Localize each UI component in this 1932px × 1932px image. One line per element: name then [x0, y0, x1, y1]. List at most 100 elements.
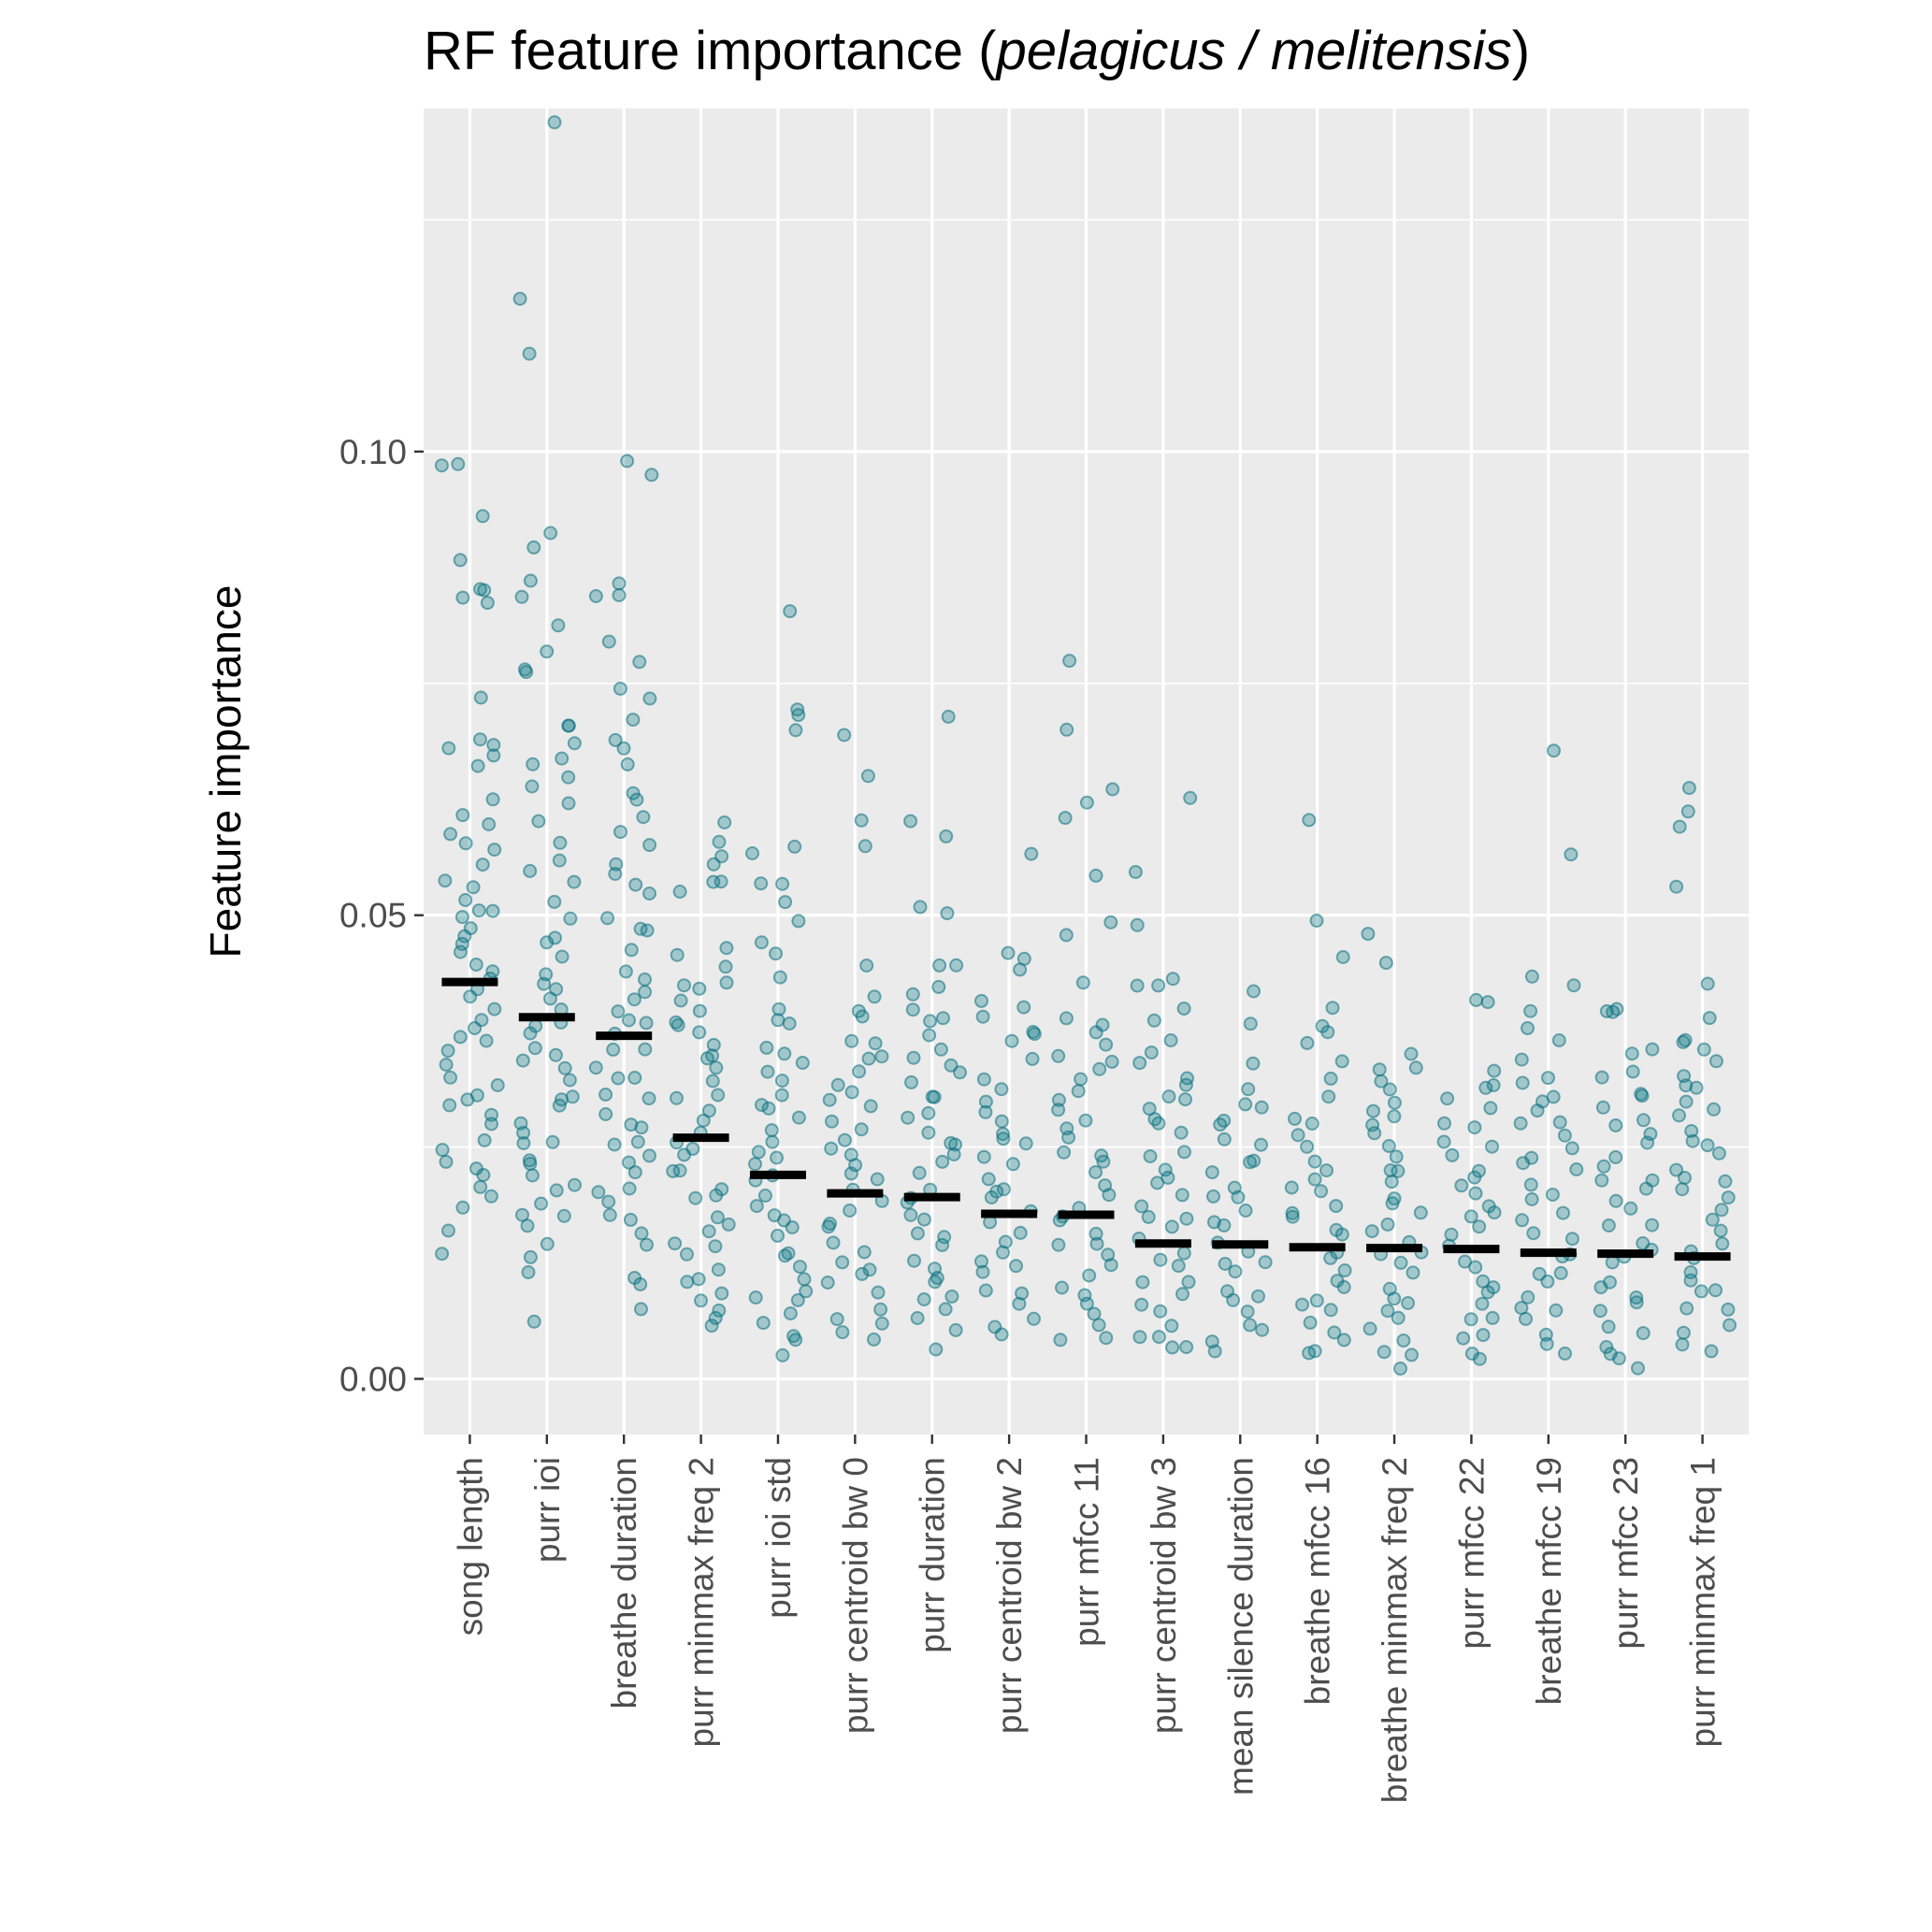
- data-point: [1566, 1142, 1579, 1154]
- data-point: [635, 1121, 647, 1133]
- data-point: [635, 1303, 647, 1315]
- data-point: [1252, 1290, 1264, 1303]
- data-point: [1029, 1028, 1041, 1040]
- data-point: [670, 1092, 683, 1104]
- data-point: [1570, 1163, 1582, 1175]
- chart-title: RF feature importance (pelagicus / melit…: [424, 21, 1530, 81]
- x-tick-label: song length: [451, 1457, 489, 1636]
- data-point: [904, 815, 916, 828]
- data-point: [1704, 1012, 1716, 1024]
- data-point: [1525, 1178, 1537, 1190]
- data-point: [1478, 1329, 1490, 1341]
- data-point: [1106, 784, 1118, 796]
- data-point: [1311, 1294, 1323, 1306]
- data-point: [1180, 1213, 1192, 1225]
- data-point: [826, 1116, 838, 1128]
- data-point: [794, 1261, 806, 1273]
- data-point: [1710, 1055, 1723, 1067]
- data-point: [1309, 1156, 1321, 1168]
- data-point: [1410, 1061, 1422, 1074]
- x-tick-label: breathe duration: [605, 1457, 643, 1709]
- data-point: [549, 116, 561, 128]
- data-point: [1296, 1299, 1308, 1311]
- data-point: [1407, 1266, 1420, 1278]
- data-point: [1178, 1247, 1190, 1260]
- data-point: [1218, 1219, 1230, 1232]
- data-point: [477, 1169, 489, 1181]
- x-tick-label: purr mfcc 23: [1607, 1457, 1645, 1650]
- data-point: [1603, 1219, 1615, 1232]
- data-point: [1336, 1229, 1348, 1241]
- data-point: [437, 1144, 449, 1156]
- data-point: [823, 1220, 835, 1233]
- data-point: [1568, 979, 1580, 991]
- data-point: [1596, 1072, 1608, 1084]
- data-point: [870, 1037, 882, 1049]
- data-point: [532, 815, 544, 828]
- data-point: [930, 1344, 942, 1356]
- data-point: [636, 1227, 648, 1239]
- data-point: [706, 1319, 718, 1332]
- data-point: [979, 1106, 991, 1118]
- data-point: [757, 1317, 770, 1329]
- data-point: [628, 1072, 641, 1084]
- data-point: [838, 729, 850, 742]
- data-point: [442, 743, 454, 755]
- data-point: [1366, 1225, 1378, 1237]
- data-point: [1311, 915, 1323, 927]
- data-point: [862, 770, 874, 782]
- data-point: [1074, 1074, 1087, 1086]
- data-point: [1321, 1026, 1334, 1038]
- data-point: [789, 724, 801, 736]
- data-point: [709, 1240, 721, 1252]
- data-point: [1557, 1207, 1569, 1219]
- data-point: [444, 828, 456, 840]
- data-point: [1469, 1262, 1481, 1274]
- data-point: [1677, 1338, 1689, 1350]
- data-point: [454, 946, 467, 959]
- data-point: [517, 1137, 529, 1149]
- data-point: [1166, 1341, 1178, 1353]
- data-point: [1676, 1183, 1688, 1195]
- data-point: [1527, 1227, 1539, 1239]
- data-point: [797, 1057, 809, 1069]
- data-point: [1597, 1102, 1609, 1114]
- data-point: [843, 1204, 856, 1217]
- data-point: [609, 1139, 621, 1151]
- data-point: [712, 1089, 724, 1102]
- data-point: [1673, 1109, 1685, 1121]
- data-point: [535, 1198, 547, 1210]
- data-point: [562, 720, 574, 732]
- data-point: [1385, 1164, 1397, 1176]
- data-point: [488, 1003, 500, 1016]
- data-point: [1441, 1092, 1453, 1104]
- data-point: [1438, 1136, 1450, 1148]
- data-point: [1060, 724, 1073, 736]
- data-point: [1706, 1345, 1718, 1357]
- data-point: [1244, 1156, 1256, 1168]
- data-point: [1520, 1313, 1532, 1325]
- data-point: [474, 584, 486, 596]
- data-point: [1397, 1334, 1409, 1347]
- data-point: [1680, 1096, 1693, 1108]
- data-point: [1707, 1214, 1719, 1226]
- data-point: [996, 1329, 1008, 1341]
- data-point: [485, 1190, 497, 1203]
- data-point: [693, 1273, 705, 1285]
- data-point: [1595, 1281, 1608, 1293]
- data-point: [1178, 1146, 1190, 1158]
- data-point: [1698, 1044, 1710, 1056]
- data-point: [564, 1074, 576, 1087]
- data-point: [454, 554, 467, 566]
- data-point: [1388, 1292, 1400, 1305]
- data-point: [456, 809, 469, 821]
- data-point: [905, 1076, 917, 1089]
- data-point: [558, 1210, 570, 1222]
- data-point: [1324, 1252, 1336, 1264]
- data-point: [853, 1065, 865, 1077]
- data-point: [1132, 980, 1144, 992]
- data-point: [541, 1238, 554, 1250]
- data-point: [824, 1094, 836, 1106]
- data-point: [1716, 1237, 1728, 1249]
- data-point: [791, 703, 803, 715]
